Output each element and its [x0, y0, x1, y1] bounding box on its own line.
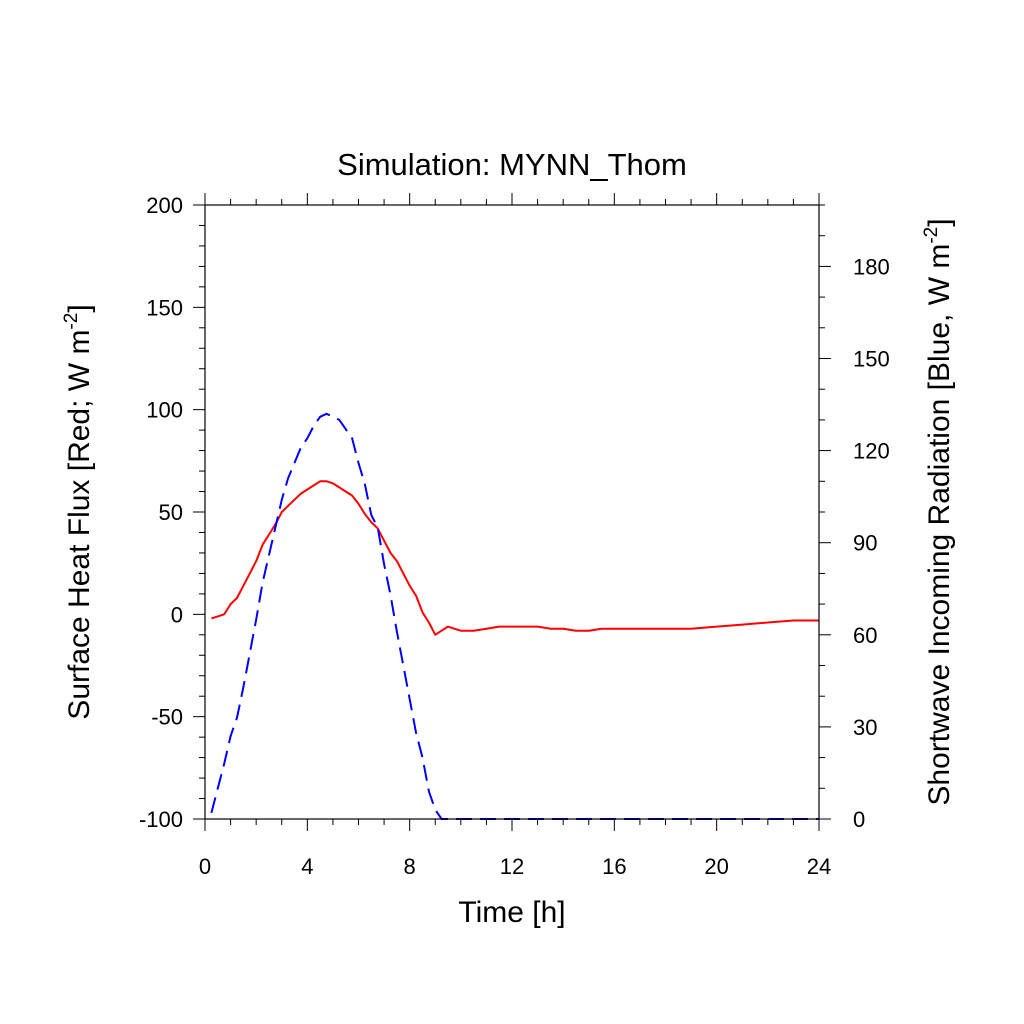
- y-right-tick-label: 60: [853, 623, 877, 648]
- chart-title: Simulation: MYNN_Thom: [337, 147, 687, 182]
- y-left-tick-label: -100: [139, 807, 183, 832]
- y-right-title-main: Shortwave Incoming Radiation [Blue, W m: [923, 244, 956, 806]
- x-axis-title: Time [h]: [458, 896, 565, 929]
- series-layer: [210, 412, 819, 820]
- x-tick-label: 4: [301, 854, 313, 879]
- y-axis-title-right: Shortwave Incoming Radiation [Blue, W m-…: [921, 218, 956, 805]
- y-right-tick-label: 30: [853, 715, 877, 740]
- x-tick-label: 0: [199, 854, 211, 879]
- y-axis-title-left: Surface Heat Flux [Red; W m-2]: [61, 304, 96, 719]
- y-right-tick-label: 90: [853, 531, 877, 556]
- x-tick-label: 20: [704, 854, 728, 879]
- shortwave-radiation-line: [210, 412, 819, 820]
- y-left-tick-label: -50: [151, 705, 183, 730]
- x-tick-label: 16: [602, 854, 626, 879]
- y-right-title-sup: -2: [921, 227, 942, 244]
- x-tick-label: 12: [500, 854, 524, 879]
- x-tick-label: 8: [404, 854, 416, 879]
- y-left-tick-label: 0: [171, 602, 183, 627]
- y-right-tick-label: 0: [853, 807, 865, 832]
- tick-layer: 0 4 8 12 16 20 24 -100 -50 0 50 100 150 200 0 30 60 90 120…: [139, 193, 890, 879]
- y-left-tick-label: 100: [146, 398, 183, 423]
- y-right-tick-label: 120: [853, 439, 890, 464]
- y-right-tick-label: 180: [853, 254, 890, 279]
- y-left-tick-label: 150: [146, 295, 183, 320]
- x-tick-label: 24: [807, 854, 831, 879]
- y-left-title-sup: -2: [61, 313, 82, 330]
- surface-heat-flux-line: [211, 480, 819, 636]
- y-left-tick-label: 200: [146, 193, 183, 218]
- y-left-title-main: Surface Heat Flux [Red; W m: [63, 330, 96, 720]
- y-right-tick-label: 150: [853, 347, 890, 372]
- y-right-title-end: ]: [923, 218, 956, 226]
- y-left-tick-label: 50: [159, 500, 183, 525]
- y-left-title-end: ]: [63, 304, 96, 312]
- plot-frame: [204, 204, 820, 820]
